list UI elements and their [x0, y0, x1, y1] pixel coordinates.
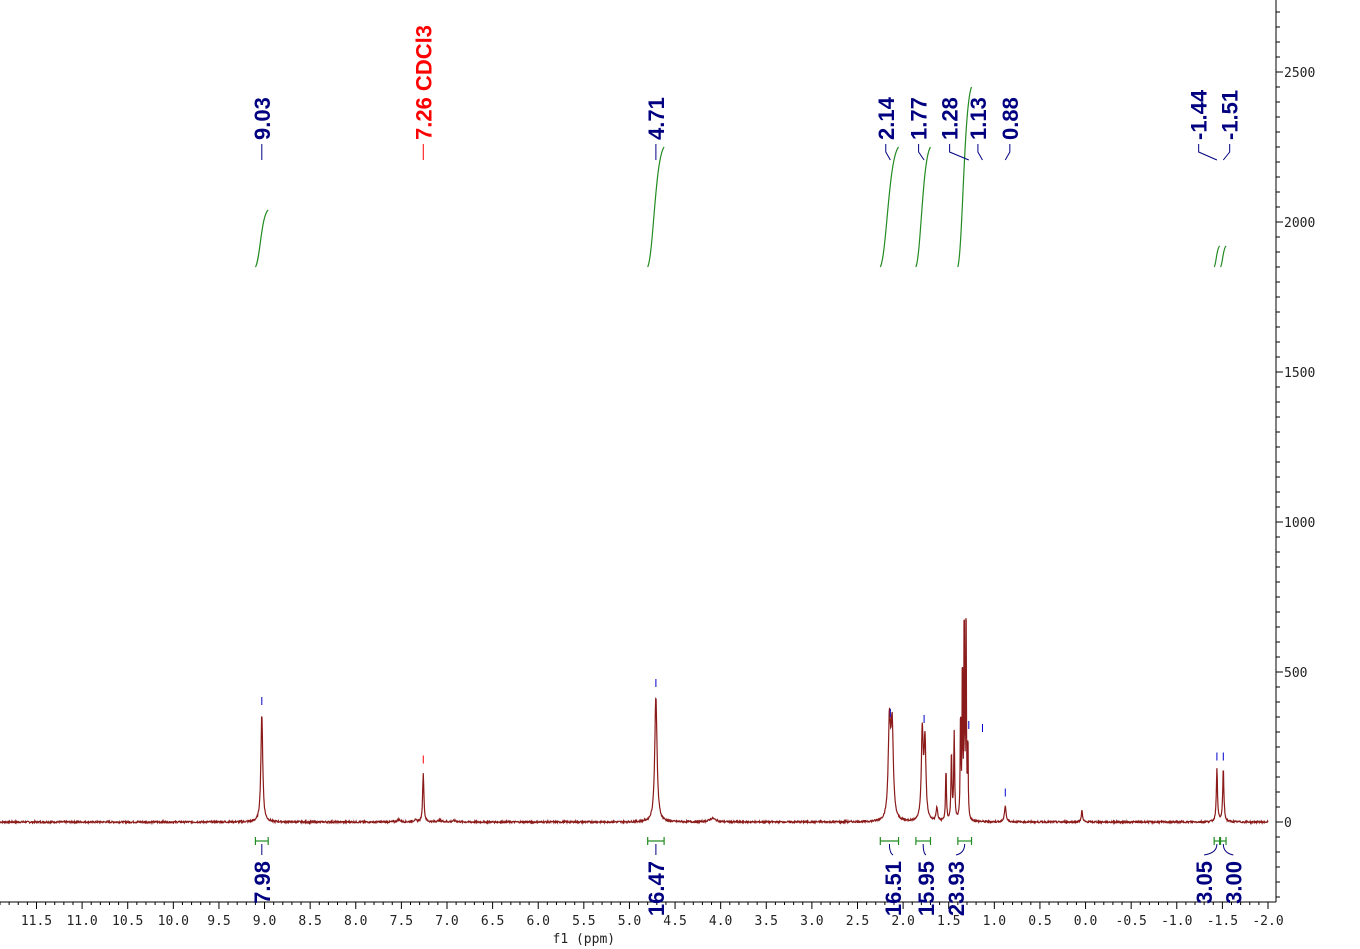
peak-labels-layer: 7.98 16.47 16.51 15.95 23.93 3.05 3.00 9.03 7.26…	[250, 25, 1247, 916]
peak-label-connector	[885, 144, 891, 161]
x-tick-label: 7.5	[390, 914, 413, 929]
x-tick-label: 4.5	[663, 914, 686, 929]
integral-connector	[922, 843, 927, 856]
x-tick-label: 7.0	[435, 914, 458, 929]
y-tick-label: 0	[1284, 816, 1292, 831]
integral-connector	[888, 843, 894, 856]
peak-label: 1.28	[938, 97, 963, 140]
peak-label: -1.44	[1187, 89, 1212, 140]
integral-connector	[955, 843, 966, 856]
x-axis-title: f1 (ppm)	[553, 932, 616, 947]
spectrum-layer	[0, 618, 1269, 826]
integral-value-label: 16.47	[644, 861, 669, 916]
peak-label-connector	[1222, 144, 1231, 161]
y-tick-label: 1000	[1284, 516, 1315, 531]
x-tick-label: 8.0	[344, 914, 367, 929]
spectrum-trace	[0, 618, 1269, 826]
peak-label: 2.14	[874, 96, 899, 140]
peak-label-connector	[977, 144, 983, 161]
x-tick-label: 6.0	[526, 914, 549, 929]
y-tick-label: 1500	[1284, 366, 1315, 381]
peak-label-connector	[1004, 144, 1011, 161]
x-tick-label: 1.0	[983, 914, 1006, 929]
peak-label: 1.13	[966, 97, 991, 140]
integral-curve	[1213, 245, 1221, 268]
y-tick-label: 2500	[1284, 66, 1315, 81]
x-tick-label: 4.0	[709, 914, 732, 929]
x-tick-label: 3.5	[755, 914, 778, 929]
peak-label: -1.51	[1218, 90, 1243, 140]
x-tick-label: 6.5	[481, 914, 504, 929]
integral-value-label: 7.98	[250, 861, 275, 904]
x-tick-label: 11.5	[21, 914, 52, 929]
integral-value-label: 3.00	[1221, 861, 1246, 904]
peak-label: 0.88	[998, 97, 1023, 140]
peak-label: 7.26 CDCl3	[411, 25, 436, 140]
integral-connector	[1204, 843, 1218, 856]
integral-curve	[957, 86, 973, 268]
peak-label: 1.77	[907, 97, 932, 140]
x-tick-label: 10.5	[112, 914, 143, 929]
y-tick-label: 2000	[1284, 216, 1315, 231]
x-tick-label: 0.5	[1028, 914, 1051, 929]
x-tick-label: -0.5	[1116, 914, 1147, 929]
integral-curve	[254, 209, 269, 268]
integral-value-label: 23.93	[944, 861, 969, 916]
x-tick-label: 8.5	[298, 914, 321, 929]
x-tick-label: 5.0	[618, 914, 641, 929]
integral-curves-layer	[254, 86, 1234, 856]
integral-curve	[879, 146, 900, 268]
integral-value-label: 16.51	[881, 861, 906, 916]
integral-curve	[915, 146, 932, 268]
peak-label: 4.71	[644, 97, 669, 140]
peak-label: 9.03	[250, 97, 275, 140]
peak-label-connector	[1198, 144, 1218, 161]
x-tick-label: 2.0	[891, 914, 914, 929]
x-tick-label: 9.5	[207, 914, 230, 929]
axes-layer: 11.5 11.0 10.5 10.0 9.5 9.0 8.5 8.0 7.5 7.0 6.5 6.0…	[0, 0, 1315, 929]
x-tick-label: 0.0	[1074, 914, 1097, 929]
integral-value-label: 3.05	[1192, 861, 1217, 904]
x-tick-label: 9.0	[253, 914, 276, 929]
y-tick-label: 500	[1284, 666, 1307, 681]
x-tick-label: -2.0	[1252, 914, 1283, 929]
peak-label-connector	[949, 144, 969, 161]
x-tick-label: 11.0	[66, 914, 97, 929]
x-tick-label: 3.0	[800, 914, 823, 929]
x-tick-label: 10.0	[158, 914, 189, 929]
x-tick-label: 5.5	[572, 914, 595, 929]
integral-connector	[1222, 843, 1234, 856]
integral-curve	[647, 146, 665, 268]
integral-curve	[1220, 245, 1227, 268]
x-tick-label: -1.5	[1207, 914, 1238, 929]
x-tick-label: -1.0	[1161, 914, 1192, 929]
x-tick-label: 2.5	[846, 914, 869, 929]
x-tick-label: 1.5	[937, 914, 960, 929]
peak-label-connector	[918, 144, 925, 161]
integral-value-label: 15.95	[914, 861, 939, 916]
